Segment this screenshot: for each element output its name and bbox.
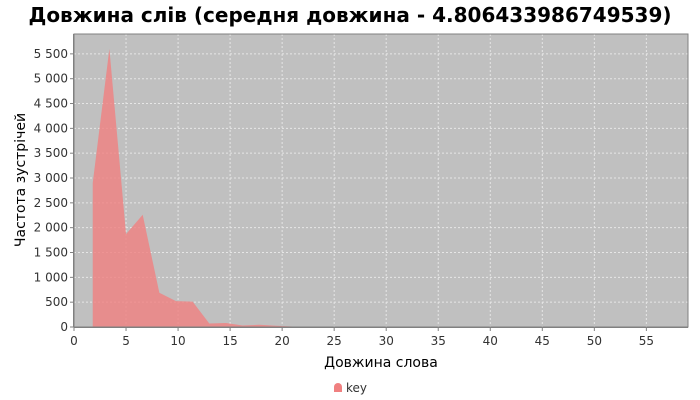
series-layer xyxy=(92,48,393,328)
y-tick-label: 500 xyxy=(45,295,68,309)
y-tick-label: 1 000 xyxy=(34,270,68,284)
axes xyxy=(73,33,689,328)
x-tick-label: 45 xyxy=(535,334,550,348)
y-axis-ticks: 0 500 1 000 1 500 2 000 2 500 3 000 3 500 4 000 4… xyxy=(34,47,74,334)
y-tick-label: 1 500 xyxy=(34,246,68,260)
plot-area xyxy=(74,34,688,327)
x-tick-label: 25 xyxy=(327,334,342,348)
x-tick-label: 10 xyxy=(170,334,185,348)
x-tick-label: 0 xyxy=(70,334,78,348)
y-tick-label: 5 000 xyxy=(34,72,68,86)
x-tick-label: 50 xyxy=(587,334,602,348)
x-tick-label: 30 xyxy=(379,334,394,348)
y-tick-label: 3 000 xyxy=(34,171,68,185)
legend-label-key: key xyxy=(346,381,367,395)
grid-lines xyxy=(74,34,688,327)
x-tick-label: 55 xyxy=(639,334,654,348)
x-tick-label: 15 xyxy=(222,334,237,348)
x-axis-label: Довжина слова xyxy=(324,355,438,371)
legend: key xyxy=(334,381,367,395)
y-tick-label: 4 500 xyxy=(34,97,68,111)
y-tick-label: 0 xyxy=(60,320,68,334)
x-tick-label: 5 xyxy=(122,334,130,348)
x-axis-ticks: 0 5 10 15 20 25 30 35 40 45 50 55 xyxy=(70,327,654,348)
chart-title: Довжина слів (середня довжина - 4.806433… xyxy=(29,3,672,27)
y-tick-label: 2 500 xyxy=(34,196,68,210)
x-tick-label: 40 xyxy=(483,334,498,348)
x-tick-label: 35 xyxy=(431,334,446,348)
y-tick-label: 3 500 xyxy=(34,146,68,160)
y-tick-label: 5 500 xyxy=(34,47,68,61)
y-tick-label: 4 000 xyxy=(34,121,68,135)
y-axis-label: Частота зустрічей xyxy=(13,113,29,247)
x-tick-label: 20 xyxy=(274,334,289,348)
legend-marker-key xyxy=(334,383,342,392)
series-area-key xyxy=(92,48,393,328)
y-tick-label: 2 000 xyxy=(34,221,68,235)
